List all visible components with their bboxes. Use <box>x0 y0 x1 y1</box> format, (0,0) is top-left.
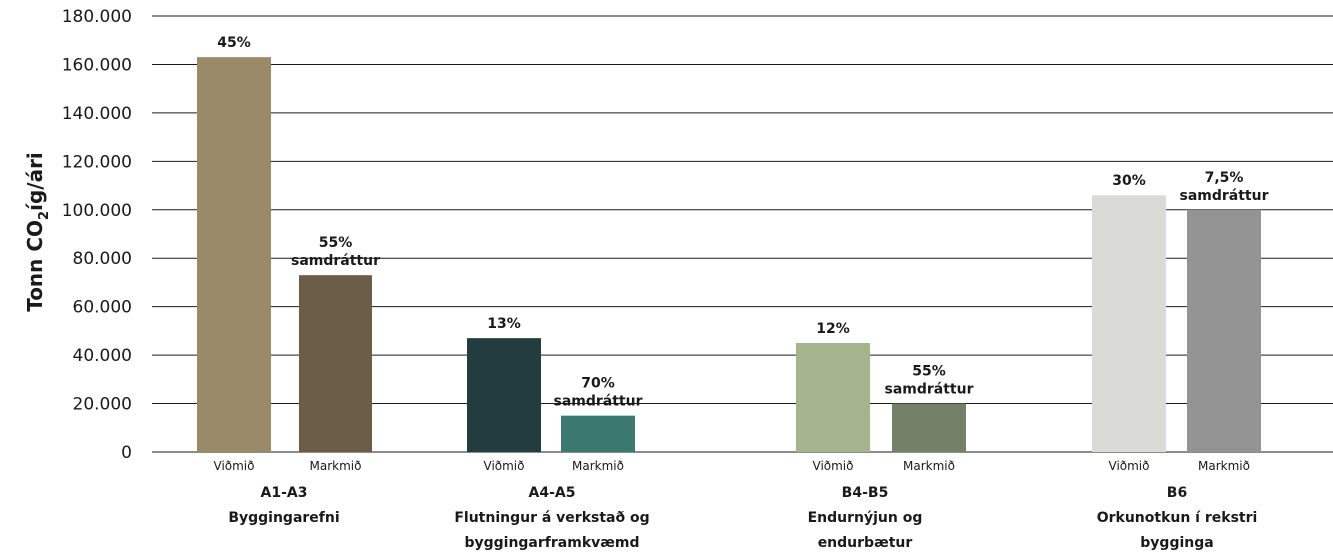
bar <box>892 403 966 452</box>
bar-sublabel: Markmið <box>903 459 955 473</box>
bar-data-label: 7,5% <box>1205 170 1244 186</box>
bar-data-label: samdráttur <box>554 394 643 410</box>
bar-sublabel: Markmið <box>572 459 624 473</box>
y-axis-label: Tonn CO2íg/ári <box>23 152 52 312</box>
bar <box>197 57 271 453</box>
category-label: A1-A3 <box>261 485 308 501</box>
y-tick-label: 0 <box>121 443 132 463</box>
bar-data-label: 45% <box>217 35 251 51</box>
category-label: Flutningur á verkstað og <box>454 510 649 526</box>
y-tick-label: 60.000 <box>73 298 132 318</box>
bar <box>299 275 372 452</box>
bar-labels: 45% Viðmið 55% samdráttur Markmið 13% Viðmið 70… <box>214 35 1269 473</box>
category-label: Endurnýjun og <box>808 510 923 526</box>
category-label: B4-B5 <box>842 485 889 501</box>
bar-sublabel: Viðmið <box>484 459 525 473</box>
category-label: bygginga <box>1140 535 1213 551</box>
bar-sublabel: Markmið <box>1198 459 1250 473</box>
category-label: A4-A5 <box>529 485 576 501</box>
bar <box>1092 195 1166 452</box>
bar-data-label: 70% <box>581 376 615 392</box>
bar-sublabel: Viðmið <box>214 459 255 473</box>
bar-data-label: 55% <box>319 235 353 251</box>
y-axis-ticks: 0 20.000 40.000 60.000 80.000 100.000 120.000 1… <box>62 7 132 463</box>
y-tick-label: 40.000 <box>73 346 132 366</box>
bar-data-label: samdráttur <box>885 382 974 398</box>
bar-sublabel: Viðmið <box>813 459 854 473</box>
y-tick-label: 80.000 <box>73 249 132 269</box>
category-labels: A1-A3 Byggingarefni A4-A5 Flutningur á verk… <box>228 485 1257 551</box>
y-axis-label-subscript: 2 <box>37 211 52 220</box>
y-axis-label-unit: íg/ári <box>23 152 47 211</box>
bar-sublabel: Viðmið <box>1109 459 1150 473</box>
bar-data-label: 30% <box>1112 173 1146 189</box>
bar-data-label: samdráttur <box>1180 188 1269 204</box>
bar-sublabel: Markmið <box>310 459 362 473</box>
bar <box>561 415 635 452</box>
bar <box>796 343 870 452</box>
bar-data-label: 55% <box>912 364 946 380</box>
category-label: Byggingarefni <box>228 510 339 526</box>
bar-data-label: 13% <box>487 316 521 332</box>
bar <box>1187 209 1261 452</box>
y-tick-label: 180.000 <box>62 7 132 27</box>
y-tick-label: 120.000 <box>62 152 132 172</box>
category-label: B6 <box>1167 485 1187 501</box>
category-label: Orkunotkun í rekstri <box>1097 510 1258 526</box>
category-label: byggingarframkvæmd <box>464 535 639 551</box>
y-tick-label: 20.000 <box>73 395 132 415</box>
y-tick-label: 100.000 <box>62 201 132 221</box>
bars <box>197 57 1261 453</box>
y-axis-label-main: Tonn CO <box>23 220 47 312</box>
bar-data-label: 12% <box>816 321 850 337</box>
bar-data-label: samdráttur <box>291 253 380 269</box>
bar <box>467 338 541 452</box>
category-label: endurbætur <box>818 535 913 551</box>
y-tick-label: 140.000 <box>62 104 132 124</box>
y-tick-label: 160.000 <box>62 55 132 75</box>
